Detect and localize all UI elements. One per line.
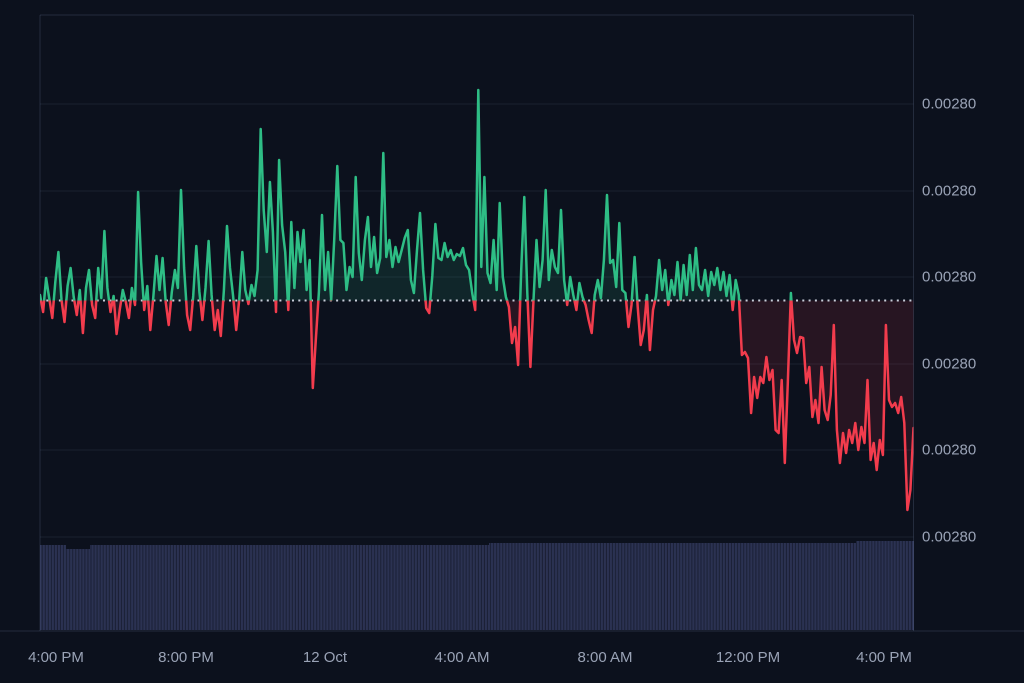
volume-bar-stripes <box>489 543 856 630</box>
volume-bar-stripes <box>856 541 914 630</box>
volume-bar-stripes <box>40 545 66 630</box>
y-axis-label: 0.00280 <box>922 95 977 113</box>
x-axis-label: 4:00 AM <box>434 649 490 666</box>
x-axis-label: 12:00 PM <box>715 649 781 666</box>
x-axis-label: 4:00 PM <box>28 649 84 666</box>
y-axis-label: 0.00280 <box>922 355 977 373</box>
volume-bar-stripes <box>90 545 489 630</box>
x-axis-label: 4:00 PM <box>856 649 912 666</box>
volume-bar-stripes <box>66 549 90 630</box>
y-axis-label: 0.00280 <box>922 528 977 546</box>
x-axis-label: 8:00 AM <box>577 649 633 666</box>
x-axis-label: 8:00 PM <box>158 649 214 666</box>
y-axis-label: 0.00280 <box>922 182 977 200</box>
y-axis-label: 0.00280 <box>922 441 977 459</box>
price-line-up-segments <box>40 88 793 301</box>
price-line-down-segments <box>40 300 914 512</box>
area-fill-down <box>40 300 914 510</box>
volume-bars <box>40 541 914 630</box>
y-axis-label: 0.00280 <box>922 268 977 286</box>
x-axis-label: 12 Oct <box>302 649 348 666</box>
plot-borders <box>0 14 1024 632</box>
